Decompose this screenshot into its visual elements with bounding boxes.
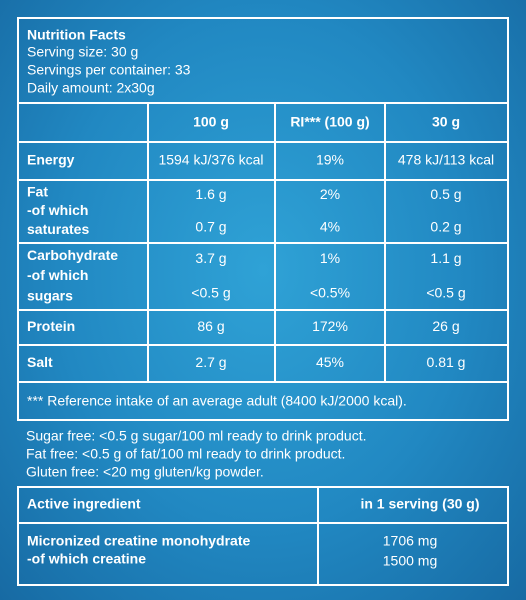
footnote: *** Reference intake of an average adult… xyxy=(27,393,407,409)
header-line: Servings per container: 33 xyxy=(27,62,191,78)
cell: 172% xyxy=(312,318,348,334)
active-value: 1706 mg xyxy=(383,533,437,549)
header-line: Daily amount: 2x30g xyxy=(27,80,155,96)
cell: 3.7 g xyxy=(195,250,226,266)
note: Sugar free: <0.5 g sugar/100 ml ready to… xyxy=(26,428,366,444)
title: Nutrition Facts xyxy=(27,27,126,43)
cell: 2.7 g xyxy=(195,354,226,370)
cell: 45% xyxy=(316,354,344,370)
header-line: Serving size: 30 g xyxy=(27,44,138,60)
cell: 1594 kJ/376 kcal xyxy=(158,152,263,168)
cell: 1.6 g xyxy=(195,186,226,202)
note: Fat free: <0.5 g of fat/100 ml ready to … xyxy=(26,446,345,462)
cell: 0.7 g xyxy=(195,219,226,235)
cell: 478 kJ/113 kcal xyxy=(398,152,494,168)
row-label: Protein xyxy=(27,318,75,334)
cell: 0.2 g xyxy=(430,219,461,235)
column-header: 100 g xyxy=(193,114,229,130)
row-label: saturates xyxy=(27,221,89,237)
row-label: Salt xyxy=(27,354,53,370)
active-label: Micronized creatine monohydrate xyxy=(27,533,250,549)
table-box xyxy=(17,102,509,421)
row-label: sugars xyxy=(27,287,73,303)
row-label: Fat xyxy=(27,183,48,199)
row-label: -of which xyxy=(27,202,88,218)
cell: <0.5 g xyxy=(426,285,465,301)
cell: 0.81 g xyxy=(427,354,466,370)
row-label: -of which xyxy=(27,267,88,283)
cell: 19% xyxy=(316,152,344,168)
cell: 86 g xyxy=(197,318,224,334)
active-header: in 1 serving (30 g) xyxy=(360,496,479,512)
row-label: Carbohydrate xyxy=(27,247,118,263)
cell: 1.1 g xyxy=(430,250,461,266)
cell: <0.5 g xyxy=(191,285,230,301)
cell: 4% xyxy=(320,219,340,235)
cell: <0.5% xyxy=(310,285,350,301)
cell: 2% xyxy=(320,186,340,202)
active-value: 1500 mg xyxy=(383,553,437,569)
cell: 26 g xyxy=(432,318,459,334)
cell: 0.5 g xyxy=(430,186,461,202)
note: Gluten free: <20 mg gluten/kg powder. xyxy=(26,464,264,480)
column-header: RI*** (100 g) xyxy=(290,114,369,130)
active-label: -of which creatine xyxy=(27,551,146,567)
row-label: Energy xyxy=(27,152,75,168)
cell: 1% xyxy=(320,250,340,266)
active-box xyxy=(17,486,509,586)
column-header: 30 g xyxy=(432,114,460,130)
active-header: Active ingredient xyxy=(27,496,141,512)
